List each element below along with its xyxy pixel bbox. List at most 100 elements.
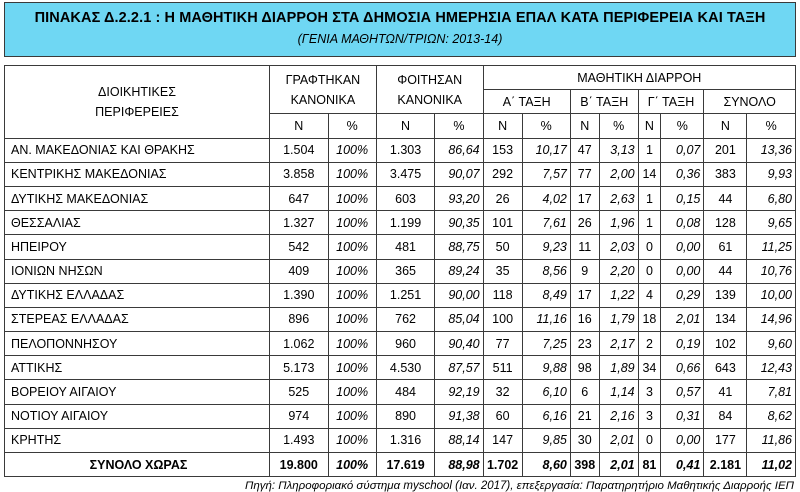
grade-a-pct: 10,17: [521, 137, 571, 163]
region-name: ΑΤΤΙΚΗΣ: [4, 355, 270, 381]
header-n: Ν: [569, 113, 600, 139]
total-n: 383: [703, 161, 748, 187]
grade-c-n: 34: [637, 355, 662, 381]
header-pct: %: [746, 113, 796, 139]
total-n: 61: [703, 234, 748, 260]
enrolled-pct: 100%: [327, 137, 377, 163]
grade-c-n: 0: [637, 258, 662, 284]
region-name: ΠΕΛΟΠΟΝΝΗΣΟΥ: [4, 331, 270, 357]
grade-b-pct: 1,14: [598, 379, 639, 405]
table-row: ΝΟΤΙΟΥ ΑΙΓΑΙΟΥ 974 100% 890 91,38 60 6,16 21 2,1…: [4, 403, 796, 429]
enrolled-pct: 100%: [327, 210, 377, 236]
header-regions-line2: ΠΕΡΙΦΕΡΕΙΕΣ: [95, 104, 179, 119]
total-n: 177: [703, 427, 748, 454]
grade-a-n: 60: [482, 403, 523, 429]
grade-b-pct: 2,17: [598, 331, 639, 357]
grade-b-n: 23: [569, 331, 600, 357]
grade-a-pct: 7,61: [521, 210, 571, 236]
grade-c-n: 1: [637, 185, 662, 212]
header-attended-line1: ΦΟΙΤΗΣΑΝ: [397, 72, 463, 87]
total-n: 128: [703, 210, 748, 236]
enrolled-n: 647: [268, 185, 329, 212]
grade-c-pct: 0,00: [660, 258, 705, 284]
grade-a-n: 101: [482, 210, 523, 236]
grade-a-n: 511: [482, 355, 523, 381]
title-box: ΠΙΝΑΚΑΣ Δ.2.2.1 : Η ΜΑΘΗΤΙΚΗ ΔΙΑΡΡΟΗ ΣΤΑ…: [4, 2, 796, 57]
total-n: 84: [703, 403, 748, 429]
grade-a-pct: 7,57: [521, 161, 571, 187]
grade-b-pct: 1,79: [598, 306, 639, 333]
total-row: ΣΥΝΟΛΟ ΧΩΡΑΣ 19.800 100% 17.619 88,98 1.702 8,…: [4, 451, 796, 478]
grade-c-pct: 0,00: [660, 427, 705, 454]
header-attended: ΦΟΙΤΗΣΑΝ ΚΑΝΟΝΙΚΑ: [375, 64, 484, 115]
header-regions-line1: ΔΙΟΙΚΗΤΙΚΕΣ: [98, 84, 176, 99]
grade-b-n: 11: [569, 234, 600, 260]
total-pct: 14,96: [746, 306, 796, 333]
grade-a-n: 26: [482, 185, 523, 212]
enrolled-pct: 100%: [327, 306, 377, 333]
grade-b-pct: 2,20: [598, 258, 639, 284]
attended-n: 17.619: [375, 451, 436, 478]
grade-c-pct: 0,08: [660, 210, 705, 236]
grade-a-pct: 9,23: [521, 234, 571, 260]
header-enrolled-line2: ΚΑΝΟΝΙΚΑ: [290, 92, 356, 107]
total-pct: 13,36: [746, 137, 796, 163]
table-row: ΑΤΤΙΚΗΣ 5.173 100% 4.530 87,57 511 9,88 98 1,89 3…: [4, 355, 796, 381]
region-name: ΚΡΗΤΗΣ: [4, 427, 270, 454]
grade-c-n: 14: [637, 161, 662, 187]
table-row: ΒΟΡΕΙΟΥ ΑΙΓΑΙΟΥ 525 100% 484 92,19 32 6,10 6 1,1…: [4, 379, 796, 405]
enrolled-pct: 100%: [327, 161, 377, 187]
grade-b-n: 47: [569, 137, 600, 163]
grade-c-n: 1: [637, 137, 662, 163]
region-name: ΒΟΡΕΙΟΥ ΑΙΓΑΙΟΥ: [4, 379, 270, 405]
attended-pct: 90,40: [434, 331, 484, 357]
grade-a-n: 35: [482, 258, 523, 284]
total-pct: 11,86: [746, 427, 796, 454]
total-n: 41: [703, 379, 748, 405]
grade-b-n: 98: [569, 355, 600, 381]
grade-c-n: 18: [637, 306, 662, 333]
enrolled-n: 3.858: [268, 161, 329, 187]
total-n: 134: [703, 306, 748, 333]
grade-c-pct: 0,19: [660, 331, 705, 357]
enrolled-n: 1.062: [268, 331, 329, 357]
table-row: ΣΤΕΡΕΑΣ ΕΛΛΑΔΑΣ 896 100% 762 85,04 100 11,16 16…: [4, 306, 796, 333]
enrolled-n: 5.173: [268, 355, 329, 381]
grade-b-pct: 2,01: [598, 451, 639, 478]
attended-pct: 90,00: [434, 282, 484, 308]
header-pct: %: [434, 113, 484, 139]
grade-b-pct: 1,96: [598, 210, 639, 236]
enrolled-pct: 100%: [327, 185, 377, 212]
region-name: ΙΟΝΙΩΝ ΝΗΣΩΝ: [4, 258, 270, 284]
grade-a-pct: 6,10: [521, 379, 571, 405]
attended-pct: 88,98: [434, 451, 484, 478]
enrolled-pct: 100%: [327, 427, 377, 454]
grade-b-n: 26: [569, 210, 600, 236]
total-pct: 10,76: [746, 258, 796, 284]
grade-b-n: 9: [569, 258, 600, 284]
region-name: ΘΕΣΣΑΛΙΑΣ: [4, 210, 270, 236]
total-pct: 9,65: [746, 210, 796, 236]
enrolled-n: 974: [268, 403, 329, 429]
attended-n: 4.530: [375, 355, 436, 381]
grade-b-pct: 1,22: [598, 282, 639, 308]
table-row: ΔΥΤΙΚΗΣ ΜΑΚΕΔΟΝΙΑΣ 647 100% 603 93,20 26 4,02 1…: [4, 185, 796, 212]
attended-n: 1.199: [375, 210, 436, 236]
grade-a-pct: 9,88: [521, 355, 571, 381]
attended-n: 603: [375, 185, 436, 212]
grade-b-n: 16: [569, 306, 600, 333]
grade-c-n: 0: [637, 234, 662, 260]
enrolled-n: 19.800: [268, 451, 329, 478]
header-enrolled-line1: ΓΡΑΦΤΗΚΑΝ: [285, 72, 361, 87]
enrolled-n: 542: [268, 234, 329, 260]
region-name: ΝΟΤΙΟΥ ΑΙΓΑΙΟΥ: [4, 403, 270, 429]
grade-c-n: 2: [637, 331, 662, 357]
grade-b-pct: 1,89: [598, 355, 639, 381]
region-name: ΑΝ. ΜΑΚΕΔΟΝΙΑΣ ΚΑΙ ΘΡΑΚΗΣ: [4, 137, 270, 163]
attended-pct: 88,75: [434, 234, 484, 260]
grade-a-n: 292: [482, 161, 523, 187]
total-n: 2.181: [703, 451, 748, 478]
total-n: 44: [703, 185, 748, 212]
header-n: Ν: [482, 113, 523, 139]
total-pct: 8,62: [746, 403, 796, 429]
